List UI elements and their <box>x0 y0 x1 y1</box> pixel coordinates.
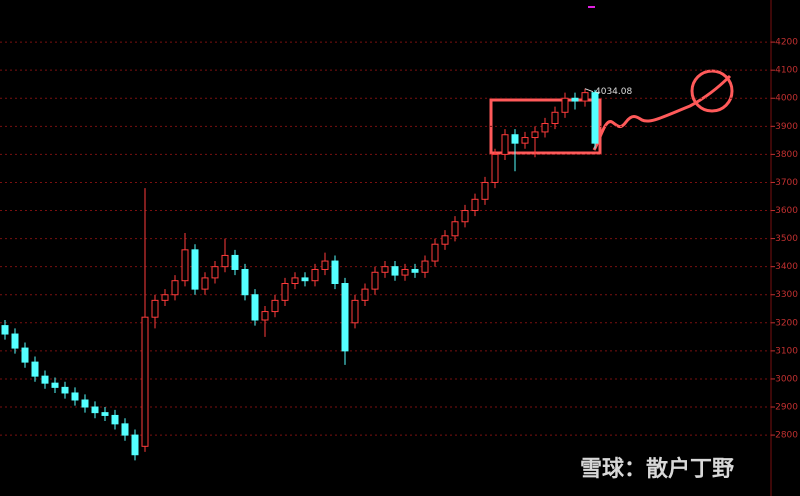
candle-body <box>301 277 309 282</box>
candle-body <box>471 198 479 212</box>
candle-body <box>251 294 259 321</box>
y-tick-label: 3900 <box>775 122 798 132</box>
candle-body <box>511 134 519 144</box>
candle-body <box>31 361 39 377</box>
y-tick-label: 2800 <box>775 431 798 441</box>
candle-body <box>421 260 429 273</box>
y-tick-label: 2900 <box>775 403 798 413</box>
candle-body <box>261 311 269 321</box>
candle-body <box>241 268 249 296</box>
candle-body <box>491 153 499 183</box>
y-tick-label: 4100 <box>775 66 798 76</box>
marker <box>588 6 595 8</box>
candle-body <box>541 123 549 133</box>
candle-body <box>521 137 529 144</box>
candle-body <box>131 434 139 456</box>
candle-body <box>151 299 159 318</box>
y-tick-label: 3800 <box>775 150 798 160</box>
candle-body <box>291 277 299 285</box>
candle-body <box>461 210 469 223</box>
candle-body <box>51 382 59 388</box>
candle-body <box>201 277 209 290</box>
candle-body <box>71 392 79 401</box>
y-tick-label: 3600 <box>775 206 798 216</box>
candle-body <box>221 254 229 268</box>
candle-body <box>411 268 419 273</box>
candle-body <box>91 406 99 414</box>
candle-body <box>591 92 599 144</box>
max-pointer <box>584 88 594 93</box>
candle-body <box>391 266 399 276</box>
y-tick-label: 3400 <box>775 262 798 272</box>
candle-body <box>361 288 369 301</box>
candle-body <box>451 221 459 237</box>
candle-body <box>561 97 569 113</box>
candle-body <box>401 268 409 276</box>
y-tick-label: 3300 <box>775 290 798 300</box>
candle-body <box>321 260 329 270</box>
target-circle <box>690 69 734 113</box>
candle-body <box>531 131 539 139</box>
candle-body <box>501 134 509 155</box>
candle-body <box>581 92 589 102</box>
candle-body <box>1 325 9 335</box>
max-label: 4034.08 <box>595 87 632 97</box>
candle-body <box>441 235 449 245</box>
candle-body <box>191 249 199 290</box>
candle-body <box>551 111 559 125</box>
candle-body <box>371 271 379 290</box>
candle-body <box>331 260 339 285</box>
y-tick-label: 3500 <box>775 234 798 244</box>
candle-body <box>41 375 49 384</box>
candle-body <box>61 386 69 394</box>
projection-curve <box>592 74 732 151</box>
candle-body <box>271 299 279 313</box>
candle-body <box>161 294 169 301</box>
watermark: 雪球：散户丁野 <box>580 456 734 482</box>
candle-body <box>311 268 319 282</box>
y-tick-label: 4200 <box>775 38 798 48</box>
candle-body <box>281 283 289 301</box>
candle-body <box>231 254 239 270</box>
candle-body <box>571 97 579 102</box>
candle-body <box>21 347 29 363</box>
candle-body <box>101 412 109 416</box>
candle-body <box>141 316 149 447</box>
candle-body <box>121 423 129 436</box>
candle-body <box>11 333 19 349</box>
candle-body <box>81 399 89 408</box>
candle-body <box>171 280 179 296</box>
candle-body <box>341 283 349 352</box>
y-tick-label: 3700 <box>775 178 798 188</box>
candle-body <box>481 181 489 200</box>
candle-body <box>431 243 439 262</box>
y-tick-label: 3200 <box>775 318 798 328</box>
candle-body <box>111 414 119 425</box>
candle-body <box>381 266 389 273</box>
candle-body <box>181 249 189 282</box>
y-tick-label: 3000 <box>775 374 798 384</box>
candle-body <box>351 299 359 324</box>
y-tick-label: 3100 <box>775 346 798 356</box>
candle-body <box>211 266 219 279</box>
y-tick-label: 4000 <box>775 94 798 104</box>
